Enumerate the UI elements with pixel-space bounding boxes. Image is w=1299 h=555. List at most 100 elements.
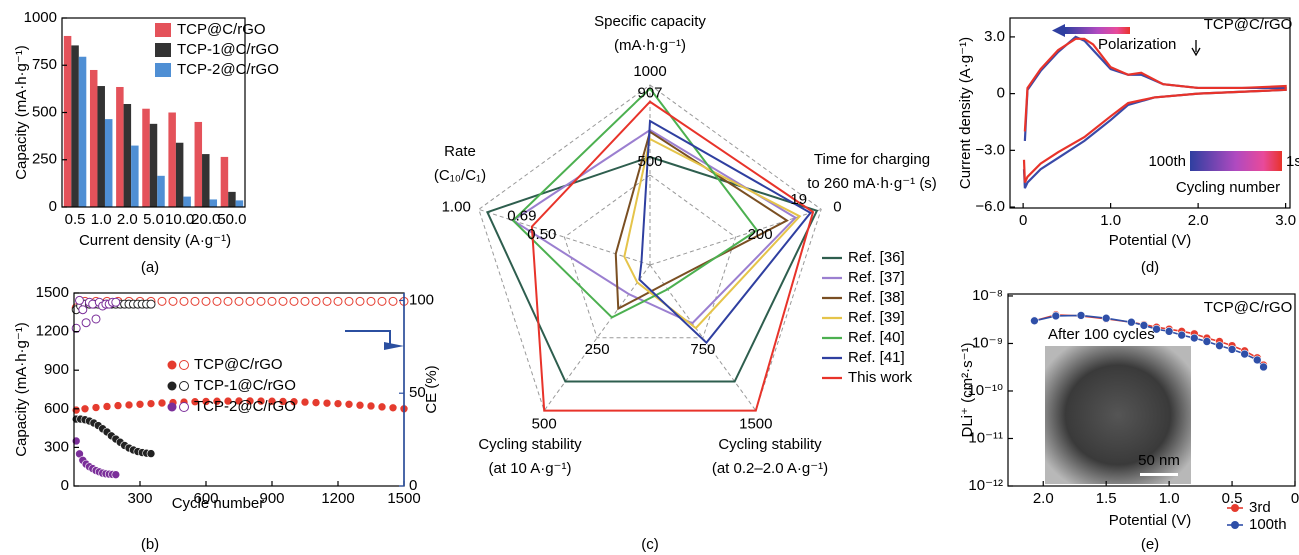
bar	[157, 176, 164, 207]
x-axis-label: Cycle number	[172, 495, 265, 512]
bar	[236, 200, 243, 207]
ce-point	[356, 297, 364, 305]
axis-label: Specific capacity	[594, 13, 706, 30]
y-tick-label: 0	[409, 477, 417, 494]
bar	[168, 113, 175, 208]
polarization-bar	[1065, 27, 1130, 34]
polarization-arrow	[1052, 24, 1065, 37]
data-point	[125, 401, 133, 409]
r-tick-label: 0.50	[527, 226, 556, 243]
y-tick-label: 0	[61, 477, 69, 494]
value-label: 1500	[739, 416, 772, 433]
data-point	[158, 399, 166, 407]
ce-arrow-head	[384, 342, 404, 350]
data-point	[1260, 363, 1268, 371]
x-tick-label: 0	[1291, 490, 1299, 507]
bar	[124, 104, 131, 207]
r-tick-label: 0	[833, 198, 841, 215]
axis-label: to 260 mA·h·g⁻¹ (s)	[807, 175, 937, 192]
legend-label: This work	[848, 369, 913, 386]
legend-label: TCP-2@C/rGO	[177, 61, 279, 78]
data-point	[1253, 356, 1261, 364]
ce-arrow	[345, 331, 390, 346]
bar	[150, 124, 157, 207]
colorbar	[1190, 151, 1282, 171]
r-tick-label: 250	[585, 341, 610, 358]
legend-marker	[1231, 521, 1239, 529]
bar	[131, 146, 138, 207]
bar	[64, 36, 71, 207]
y-tick-label: 750	[32, 56, 57, 73]
legend-marker	[168, 382, 177, 391]
data-point	[334, 400, 342, 408]
bar	[116, 87, 123, 207]
y-tick-label: 300	[44, 438, 69, 455]
data-point	[389, 404, 397, 412]
ce-point	[92, 315, 100, 323]
bar	[221, 157, 228, 207]
axis-label: Cycling stability	[718, 436, 822, 453]
legend-label: 3rd	[1249, 499, 1271, 516]
r-tick-label: 1000	[633, 63, 666, 80]
data-point	[92, 404, 100, 412]
y-tick-label: 10⁻⁹	[972, 334, 1003, 351]
axis-label: (at 10 A·g⁻¹)	[489, 460, 572, 477]
x-tick-label: 0.5	[1222, 490, 1243, 507]
legend-label: TCP-1@C/rGO	[177, 41, 279, 58]
y-axis-label: Capacity (mA·h·g⁻¹)	[13, 45, 30, 180]
legend-marker	[180, 403, 189, 412]
ce-point	[268, 297, 276, 305]
x-tick-label: 1.0	[91, 211, 112, 228]
legend-swatch	[155, 23, 171, 37]
x-tick-label: 2.0	[1033, 490, 1054, 507]
x-tick-label: 10.0	[165, 211, 194, 228]
ce-point	[147, 300, 155, 308]
ce-point	[235, 297, 243, 305]
x-tick-label: 2.0	[1188, 212, 1209, 229]
r-tick-label: 1.00	[442, 198, 471, 215]
ce-point	[76, 296, 84, 304]
data-point	[1190, 334, 1198, 342]
scale-bar-label: 50 nm	[1138, 452, 1180, 469]
axis-label: Cycling stability	[478, 436, 582, 453]
caption: (e)	[1141, 536, 1159, 553]
colorbar-tick-label: 1st	[1286, 153, 1299, 170]
legend-label: TCP-1@C/rGO	[194, 377, 296, 394]
x-tick-label: 2.0	[117, 211, 138, 228]
data-point	[72, 437, 80, 445]
ce-point	[312, 297, 320, 305]
ce-point	[334, 297, 342, 305]
data-point	[147, 450, 155, 458]
x-tick-label: 5.0	[143, 211, 164, 228]
y-axis-label: Current density (A·g⁻¹)	[957, 37, 974, 189]
scale-bar	[1140, 473, 1178, 476]
x-axis-label: Potential (V)	[1109, 512, 1192, 529]
legend-label: Ref. [39]	[848, 309, 905, 326]
ce-point	[279, 297, 287, 305]
x-tick-label: 20.0	[191, 211, 220, 228]
x-tick-label: 3.0	[1275, 212, 1296, 229]
annotation: Polarization	[1098, 36, 1176, 53]
legend-label: Ref. [37]	[848, 269, 905, 286]
data-point	[114, 402, 122, 410]
legend-label: Ref. [41]	[848, 349, 905, 366]
legend-swatch	[155, 43, 171, 57]
bar	[142, 109, 149, 207]
legend-label: 100th	[1249, 516, 1287, 533]
y-tick-label: 3.0	[984, 28, 1005, 45]
ce-point	[213, 297, 221, 305]
x-tick-label: 0.5	[65, 211, 86, 228]
y-tick-label: 1000	[24, 9, 57, 26]
bar	[90, 70, 97, 207]
y-tick-label: 10⁻¹²	[968, 477, 1003, 494]
data-point	[112, 471, 120, 479]
ce-point	[112, 298, 120, 306]
bar	[105, 119, 112, 207]
bar	[176, 143, 183, 207]
ce-point	[82, 319, 90, 327]
data-point	[1215, 342, 1223, 350]
data-point	[301, 398, 309, 406]
value-label: 907	[637, 85, 662, 102]
x-tick-label: 1.5	[1096, 490, 1117, 507]
radar-series	[487, 157, 817, 381]
